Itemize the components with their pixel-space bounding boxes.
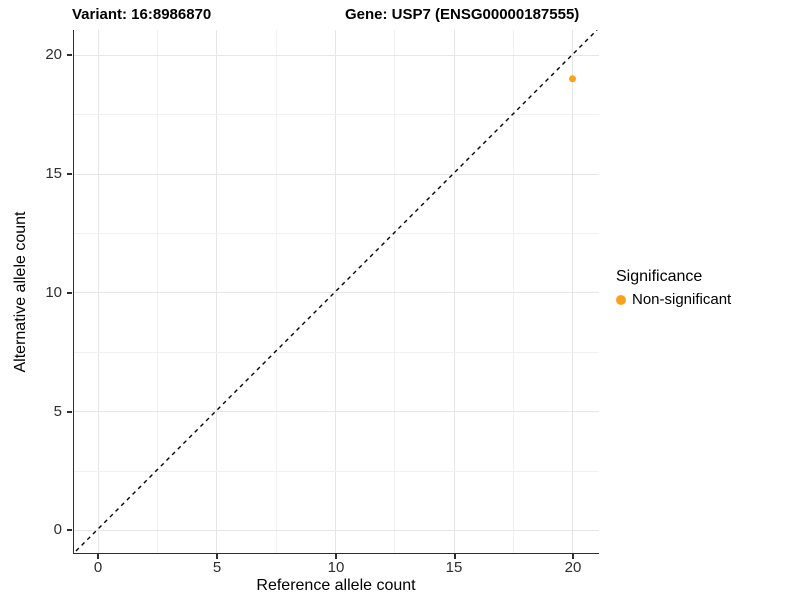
orange-dot-icon bbox=[616, 294, 626, 305]
gridline-y-17_5 bbox=[74, 114, 599, 115]
y-tick-mark-5 bbox=[67, 411, 72, 413]
y-tick-label: 5 bbox=[53, 403, 62, 420]
y-tick-mark-15 bbox=[67, 173, 72, 175]
y-tick-mark-10 bbox=[67, 292, 72, 294]
gridline-y-12_5 bbox=[74, 233, 599, 234]
gridline-x-17_5 bbox=[513, 30, 514, 553]
y-tick-label: 20 bbox=[45, 46, 62, 63]
x-tick-label: 20 bbox=[564, 559, 582, 576]
y-tick-label: 15 bbox=[45, 165, 62, 182]
gridline-y-15 bbox=[74, 174, 599, 175]
plot-canvas bbox=[75, 30, 598, 552]
legend-item: Non-significant bbox=[616, 291, 796, 308]
x-tick-label: 15 bbox=[445, 559, 463, 576]
gridline-x-12_5 bbox=[394, 30, 395, 553]
gridline-x-20 bbox=[572, 30, 573, 553]
x-axis-title: Reference allele count bbox=[256, 577, 416, 594]
gridline-x-10 bbox=[335, 30, 336, 553]
plot-title-variant: Variant: 16:8986870 bbox=[72, 6, 212, 23]
x-tick-mark-15 bbox=[454, 554, 456, 559]
gridline-x-0 bbox=[98, 30, 99, 553]
y-tick-label: 10 bbox=[45, 284, 62, 301]
y-axis-title: Alternative allele count bbox=[12, 211, 29, 373]
x-tick-mark-20 bbox=[572, 554, 574, 559]
x-tick-mark-0 bbox=[97, 554, 99, 559]
x-tick-label: 5 bbox=[212, 559, 222, 576]
y-tick-mark-0 bbox=[67, 529, 72, 531]
legend-item-label: Non-significant bbox=[632, 291, 732, 308]
data-point bbox=[569, 75, 576, 83]
gridline-y-10 bbox=[74, 292, 599, 293]
x-tick-mark-5 bbox=[216, 554, 218, 559]
gridline-x-15 bbox=[454, 30, 455, 553]
gridline-y-0 bbox=[74, 530, 599, 531]
legend-title: Significance bbox=[616, 268, 703, 285]
y-tick-mark-20 bbox=[67, 54, 72, 56]
gridline-y-7_5 bbox=[74, 352, 599, 353]
identity-line bbox=[75, 30, 598, 552]
x-tick-label: 0 bbox=[93, 559, 103, 576]
gridline-x-7_5 bbox=[276, 30, 277, 553]
plot-title-gene: Gene: USP7 (ENSG00000187555) bbox=[345, 6, 580, 23]
legend: Significance Non-significant bbox=[616, 268, 796, 308]
x-tick-mark-10 bbox=[335, 554, 337, 559]
gridline-x-2_5 bbox=[157, 30, 158, 553]
gridline-y-5 bbox=[74, 411, 599, 412]
gridline-x-5 bbox=[216, 30, 217, 553]
x-tick-label: 10 bbox=[327, 559, 345, 576]
plot-panel bbox=[73, 30, 599, 554]
gridline-y-2_5 bbox=[74, 471, 599, 472]
y-tick-label: 0 bbox=[53, 521, 62, 538]
gridline-y-20 bbox=[74, 55, 599, 56]
